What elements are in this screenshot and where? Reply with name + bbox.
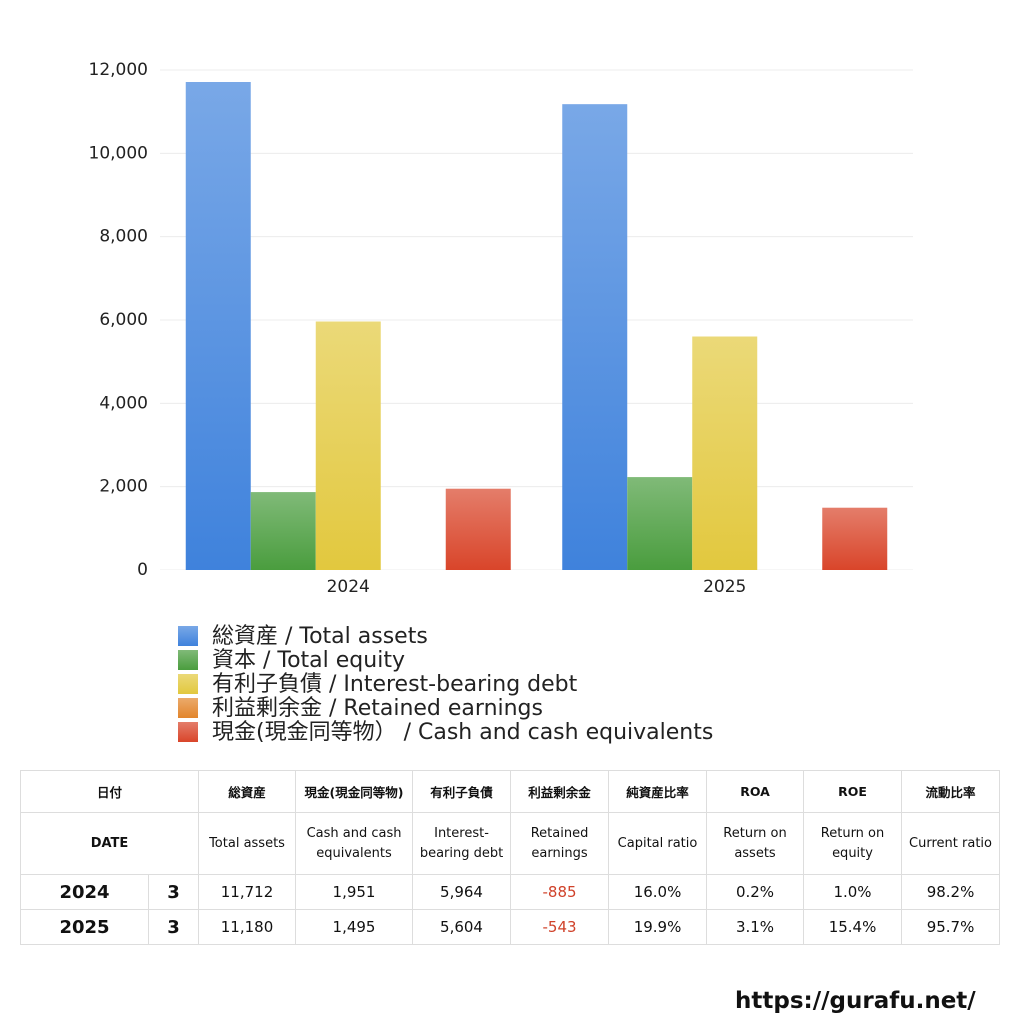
data-cell: 3 [147, 909, 200, 945]
header-cell: Current ratio [901, 812, 1001, 875]
header-cell: Return on equity [803, 812, 903, 875]
y-tick-label: 4,000 [99, 393, 148, 413]
data-cell: 2024 [20, 874, 149, 910]
data-cell: 95.7% [901, 909, 1001, 945]
chart: 0 2,000 4,000 6,000 8,000 10,000 12,000 2024 202… [89, 60, 913, 745]
legend-swatch [178, 698, 198, 718]
header-cell: 総資産 [198, 770, 297, 813]
data-table: 日付 総資産 現金(現金同等物) 有利子負債 利益剰余金 純資産比率 ROA ROE 流動比率 D… [19, 770, 1001, 945]
header-cell: ROA [706, 770, 805, 813]
bar [822, 507, 888, 570]
header-cell: Capital ratio [608, 812, 708, 875]
header-cell: 日付 [19, 770, 200, 813]
y-tick-label: 8,000 [99, 227, 148, 247]
data-cell: 3 [147, 874, 200, 910]
data-cell: 98.2% [901, 874, 1001, 910]
bar [562, 104, 628, 570]
data-cell: -885 [510, 874, 610, 910]
legend-label: 利益剰余金 / Retained earnings [212, 696, 543, 721]
data-cell: 15.4% [803, 909, 903, 945]
y-tick-label: 10,000 [89, 143, 148, 163]
legend-label: 有利子負債 / Interest-bearing debt [212, 672, 578, 697]
header-cell: 有利子負債 [412, 770, 512, 813]
x-tick-label: 2024 [327, 577, 370, 597]
legend-swatch [178, 674, 198, 694]
legend-swatch [178, 626, 198, 646]
data-cell: 1,495 [295, 909, 414, 945]
header-cell: Return on assets [706, 812, 805, 875]
data-cell: 2025 [20, 909, 149, 945]
header-cell: Cash and cash equivalents [295, 812, 414, 875]
y-tick-label: 6,000 [99, 310, 148, 330]
legend-swatch [178, 722, 198, 742]
data-cell: 11,180 [198, 909, 297, 945]
legend-label: 現金(現金同等物） / Cash and cash equivalents [212, 720, 713, 745]
header-cell: Retained earnings [510, 812, 610, 875]
data-cell: 11,712 [198, 874, 297, 910]
legend-label: 総資産 / Total assets [212, 624, 428, 649]
y-tick-label: 0 [137, 560, 148, 580]
header-cell: ROE [803, 770, 903, 813]
bar [381, 570, 446, 607]
header-cell: DATE [19, 812, 200, 875]
legend-swatch [178, 650, 198, 670]
bar [185, 82, 251, 570]
bar [757, 570, 822, 593]
bar [250, 492, 316, 570]
data-cell: 0.2% [706, 874, 805, 910]
bar [445, 488, 511, 570]
data-cell: 16.0% [608, 874, 708, 910]
bar [692, 336, 758, 570]
y-tick-label: 2,000 [99, 477, 148, 497]
header-row: DATE Total assets Cash and cash equivalent… [19, 812, 1001, 875]
footer-url: https://gurafu.net/ [735, 988, 976, 1014]
y-tick-label: 12,000 [89, 60, 148, 80]
data-cell: -543 [510, 909, 610, 945]
data-cell: 3.1% [706, 909, 805, 945]
data-cell: 5,604 [412, 909, 512, 945]
header-row: 日付 総資産 現金(現金同等物) 有利子負債 利益剰余金 純資産比率 ROA ROE 流動比率 [19, 770, 1001, 813]
x-tick-label: 2025 [703, 577, 746, 597]
data-cell: 19.9% [608, 909, 708, 945]
bar [315, 321, 381, 570]
data-cell: 1.0% [803, 874, 903, 910]
header-cell: 現金(現金同等物) [295, 770, 414, 813]
header-cell: 純資産比率 [608, 770, 708, 813]
header-cell: Total assets [198, 812, 297, 875]
plot-area [160, 69, 913, 607]
data-row: 2024 3 11,712 1,951 5,964 -885 16.0% 0.2% 1.0% 98… [20, 874, 1001, 910]
bar [627, 477, 693, 570]
legend-label: 資本 / Total equity [212, 648, 405, 673]
data-cell: 5,964 [412, 874, 512, 910]
header-cell: 流動比率 [901, 770, 1001, 813]
header-cell: Interest-bearing debt [412, 812, 512, 875]
data-cell: 1,951 [295, 874, 414, 910]
header-cell: 利益剰余金 [510, 770, 610, 813]
data-row: 2025 3 11,180 1,495 5,604 -543 19.9% 3.1% 15.4% 9… [20, 909, 1001, 945]
